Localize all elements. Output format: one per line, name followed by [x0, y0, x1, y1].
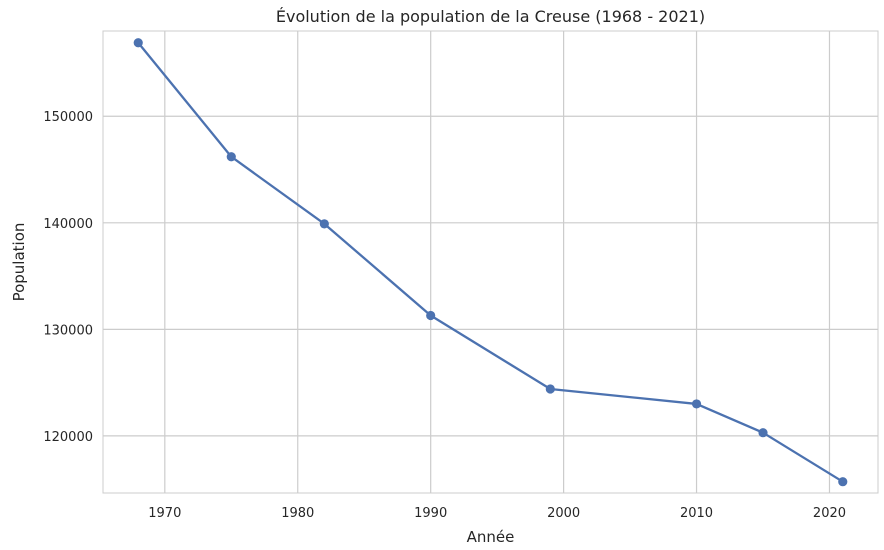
data-point [426, 310, 436, 321]
x-tick-label: 2000 [547, 506, 580, 521]
x-tick-label: 1970 [148, 506, 181, 521]
tick-labels: 1970 1980 1990 2000 2010 2020 120000 130000 1400… [43, 110, 846, 521]
data-point [838, 477, 848, 487]
plot-frame [102, 30, 879, 494]
x-axis-label: Année [467, 528, 515, 546]
x-tick-label: 1990 [414, 506, 447, 521]
x-tick-label: 2020 [813, 506, 846, 521]
y-tick-label: 140000 [43, 217, 93, 232]
y-tick-label: 120000 [43, 430, 93, 445]
x-tick-label: 1980 [281, 506, 314, 521]
data-point [319, 219, 329, 229]
data-point [226, 152, 236, 162]
grid [103, 31, 878, 493]
data-point [545, 384, 555, 394]
y-tick-label: 130000 [43, 323, 93, 338]
y-tick-label: 150000 [43, 110, 93, 125]
population-line [137, 41, 844, 483]
y-axis-label: Population [10, 223, 28, 302]
data-point [133, 38, 143, 48]
x-tick-label: 2010 [680, 506, 713, 521]
data-point [691, 399, 702, 409]
chart-title: Évolution de la population de la Creuse … [276, 7, 705, 26]
series-layer [133, 38, 848, 487]
data-point [758, 428, 768, 438]
